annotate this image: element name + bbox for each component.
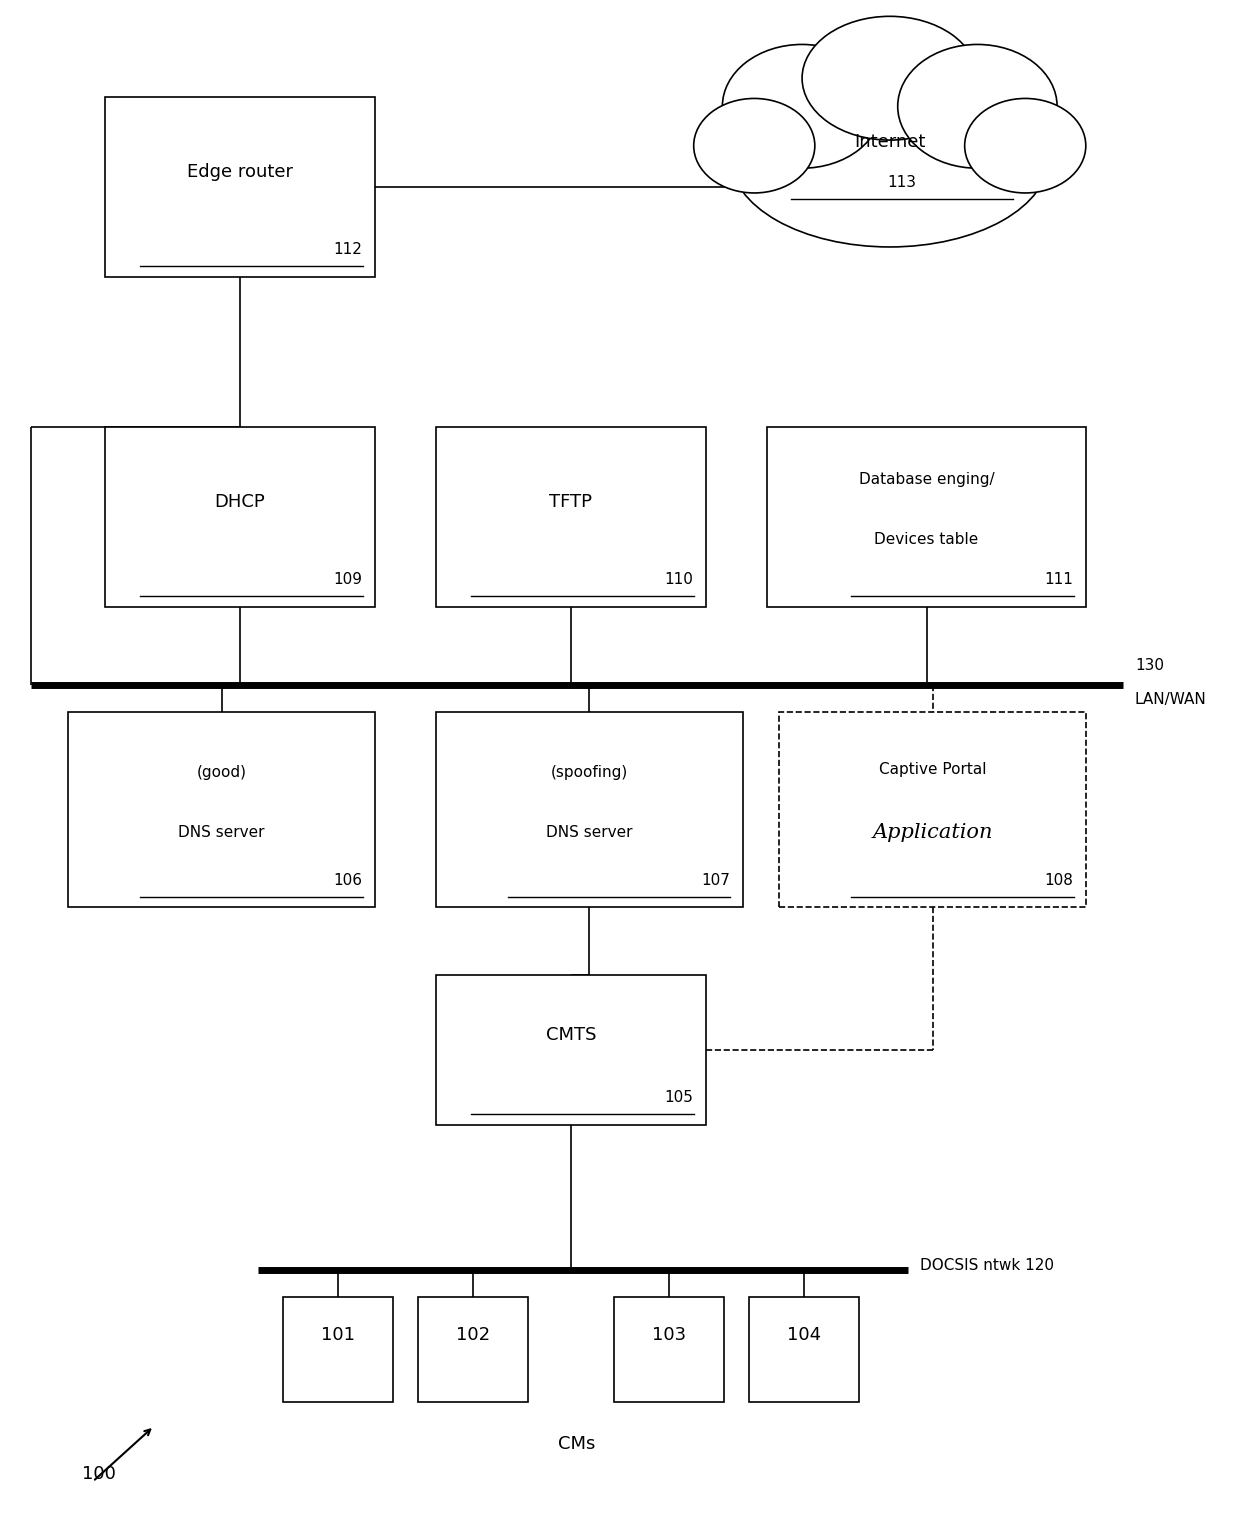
Text: Captive Portal: Captive Portal <box>879 762 986 777</box>
Text: 112: 112 <box>334 242 362 257</box>
Text: (good): (good) <box>196 765 247 780</box>
Text: 100: 100 <box>82 1466 115 1484</box>
FancyBboxPatch shape <box>283 1297 393 1402</box>
Ellipse shape <box>730 67 1049 247</box>
Text: 111: 111 <box>1045 572 1074 587</box>
Text: 105: 105 <box>665 1090 693 1105</box>
Text: 108: 108 <box>1045 872 1074 887</box>
Text: DOCSIS ntwk 120: DOCSIS ntwk 120 <box>920 1258 1054 1273</box>
Ellipse shape <box>802 17 977 141</box>
Ellipse shape <box>693 98 815 192</box>
Text: 102: 102 <box>456 1326 490 1343</box>
Text: 106: 106 <box>334 872 362 887</box>
Text: (spoofing): (spoofing) <box>551 765 627 780</box>
Ellipse shape <box>898 44 1058 168</box>
Text: 103: 103 <box>652 1326 686 1343</box>
Text: Database enging/: Database enging/ <box>859 472 994 488</box>
Text: 107: 107 <box>702 872 730 887</box>
Text: DNS server: DNS server <box>546 825 632 839</box>
FancyBboxPatch shape <box>780 712 1086 907</box>
FancyBboxPatch shape <box>768 427 1086 607</box>
FancyBboxPatch shape <box>418 1297 528 1402</box>
Text: CMs: CMs <box>558 1435 595 1453</box>
FancyBboxPatch shape <box>436 712 743 907</box>
FancyBboxPatch shape <box>436 427 706 607</box>
FancyBboxPatch shape <box>105 427 374 607</box>
Text: CMTS: CMTS <box>546 1025 596 1043</box>
FancyBboxPatch shape <box>436 975 706 1125</box>
Text: LAN/WAN: LAN/WAN <box>1135 692 1207 707</box>
Text: DHCP: DHCP <box>215 494 265 512</box>
Text: Internet: Internet <box>854 133 925 151</box>
FancyBboxPatch shape <box>105 97 374 277</box>
Ellipse shape <box>723 44 882 168</box>
Text: 109: 109 <box>334 572 362 587</box>
Text: TFTP: TFTP <box>549 494 593 512</box>
Text: 104: 104 <box>787 1326 821 1343</box>
Text: 110: 110 <box>665 572 693 587</box>
Text: 130: 130 <box>1135 659 1164 674</box>
FancyBboxPatch shape <box>749 1297 859 1402</box>
FancyBboxPatch shape <box>614 1297 724 1402</box>
Text: 113: 113 <box>888 176 916 189</box>
Text: DNS server: DNS server <box>179 825 265 839</box>
Text: 101: 101 <box>321 1326 355 1343</box>
Text: Edge router: Edge router <box>187 164 293 182</box>
FancyBboxPatch shape <box>68 712 374 907</box>
Ellipse shape <box>965 98 1086 192</box>
Text: Application: Application <box>873 822 993 842</box>
Text: Devices table: Devices table <box>874 531 978 547</box>
